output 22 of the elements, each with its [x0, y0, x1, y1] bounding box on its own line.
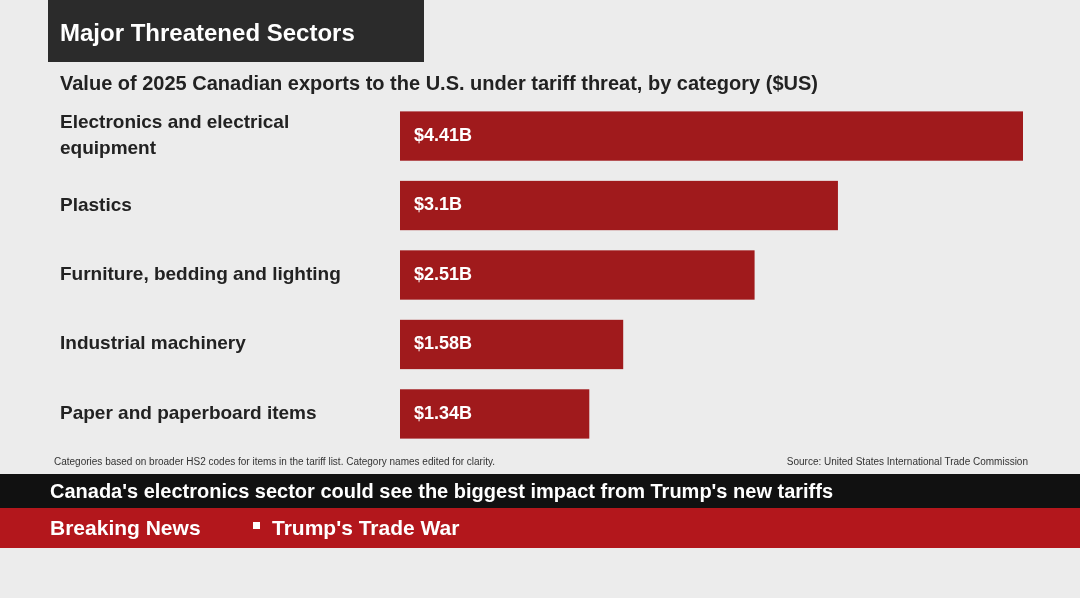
data-label: $4.41B: [414, 124, 473, 145]
bar: [400, 111, 1023, 161]
bar: [400, 250, 755, 300]
data-label: $2.51B: [414, 263, 473, 284]
y-tick-label: Industrial machinery: [60, 332, 247, 354]
text: Canada's electronics sector could see the biggest impact from Trump's new tariffs: [50, 480, 834, 502]
text: Breaking News: [50, 516, 201, 539]
data-label: $1.58B: [414, 333, 473, 354]
y-tick-label: Plastics: [60, 193, 132, 215]
text: Trump's Trade War: [272, 516, 460, 539]
y-tick-label: Furniture, bedding and lighting: [60, 263, 341, 285]
data-label: $1.34B: [414, 402, 473, 423]
data-label: $3.1B: [414, 194, 463, 215]
y-tick-label: Electronics and electrical equipment: [60, 111, 290, 159]
source-note: Source: United States International Trade Commission: [786, 456, 1028, 467]
bar: [400, 389, 590, 439]
bar: [400, 180, 838, 231]
y-tick-label: Paper and paperboard items: [60, 401, 317, 423]
bar: [400, 319, 624, 370]
text: Categories based on broader HS2 codes for items in the tariff list. Category names edited for clarity.: [54, 456, 495, 467]
chart-subtitle: Value of 2025 Canadian exports to the U.S. under tariff threat, by category ($US): [60, 72, 818, 94]
text: Major Threatened Sectors: [60, 19, 355, 46]
